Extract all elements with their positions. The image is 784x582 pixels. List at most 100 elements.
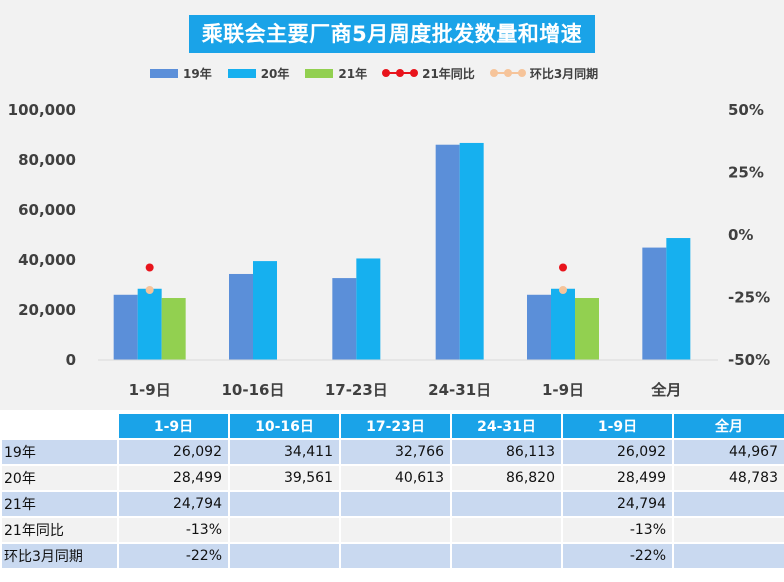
- table-cell: 24,794: [117, 490, 230, 518]
- legend-swatch-21: [305, 68, 334, 78]
- bar-21年: [161, 298, 186, 360]
- table-cell: [672, 542, 784, 570]
- table-cell: 40,613: [339, 464, 452, 492]
- table-row-label: 19年: [0, 438, 119, 466]
- bar-20年: [459, 142, 484, 360]
- bar-19年: [527, 294, 551, 360]
- bar-20年: [137, 288, 162, 360]
- bar-20年: [356, 258, 381, 360]
- table-cell: [339, 490, 452, 518]
- table-cell: 39,561: [228, 464, 341, 492]
- table-cell: 26,092: [117, 438, 230, 466]
- table-cell: 28,499: [117, 464, 230, 492]
- table-cell: [228, 490, 341, 518]
- y-tick-label: 60,000: [18, 201, 76, 219]
- table-header-row: 1-9日 10-16日 17-23日 24-31日 1-9日 全月: [0, 412, 784, 440]
- chart-legend: 19年 20年 21年 21年同比 环比3月: [150, 62, 614, 84]
- bar-20年: [253, 261, 277, 360]
- table-corner: [0, 412, 119, 440]
- bar-21年: [575, 298, 599, 360]
- bar-19年: [642, 247, 667, 360]
- point-环比3月同期: [145, 286, 154, 294]
- table-header-cell: 1-9日: [561, 412, 674, 440]
- data-table: 1-9日 10-16日 17-23日 24-31日 1-9日 全月 19年 26…: [0, 412, 784, 570]
- table-cell: 44,967: [672, 438, 784, 466]
- x-tick-label: 24-31日: [428, 381, 491, 399]
- y-tick-label: 80,000: [18, 151, 76, 169]
- y2-tick-label: -25%: [728, 289, 770, 307]
- point-21年同比: [145, 263, 154, 272]
- table-cell: 28,499: [561, 464, 674, 492]
- table-row: 19年 26,092 34,411 32,766 86,113 26,092 4…: [0, 438, 784, 466]
- table-cell: 48,783: [672, 464, 784, 492]
- bar-20年: [551, 288, 575, 360]
- y2-tick-label: -50%: [728, 351, 770, 369]
- legend-line-yoy: [382, 68, 419, 78]
- table-row: 环比3月同期 -22% -22%: [0, 542, 784, 570]
- table-cell: [672, 516, 784, 544]
- legend-line-mom: [489, 68, 526, 78]
- y2-tick-label: 0%: [728, 226, 753, 244]
- table-cell: -13%: [561, 516, 674, 544]
- chart-plot: 0 20,000 40,000 60,000 80,000 100,000 -50% -25%…: [8, 101, 770, 399]
- table-row-label: 21年同比: [0, 516, 119, 544]
- legend-item-20: 20年: [227, 65, 290, 82]
- y-tick-label: 40,000: [18, 251, 76, 269]
- table-cell: [450, 542, 563, 570]
- chart-area: 乘联会主要厂商5月周度批发数量和增速 19年 20年 21年 21年同比: [0, 0, 784, 410]
- legend-item-yoy: 21年同比: [382, 65, 475, 82]
- table-cell: -13%: [117, 516, 230, 544]
- table-cell: 86,113: [450, 438, 563, 466]
- table-row: 21年同比 -13% -13%: [0, 516, 784, 544]
- chart-title: 乘联会主要厂商5月周度批发数量和增速: [189, 15, 595, 53]
- legend-swatch-19: [150, 68, 178, 78]
- x-tick-label: 10-16日: [222, 381, 285, 399]
- x-tick-label: 1-9日: [542, 381, 584, 399]
- table-header-cell: 24-31日: [450, 412, 563, 440]
- table-cell: -22%: [561, 542, 674, 570]
- table-row: 20年 28,499 39,561 40,613 86,820 28,499 4…: [0, 464, 784, 492]
- table-cell: [339, 516, 452, 544]
- y-tick-label: 100,000: [8, 101, 76, 119]
- table-cell: [672, 490, 784, 518]
- legend-label-19: 19年: [183, 66, 212, 81]
- y-tick-label: 20,000: [18, 301, 76, 319]
- legend-label-mom: 环比3月同期: [529, 66, 599, 81]
- table-row-label: 21年: [0, 490, 119, 518]
- x-tick-label: 1-9日: [129, 381, 171, 399]
- table-cell: -22%: [117, 542, 230, 570]
- x-tick-label: 17-23日: [325, 381, 388, 399]
- legend-swatch-20: [227, 68, 256, 78]
- table-cell: [228, 516, 341, 544]
- table-header-cell: 1-9日: [117, 412, 230, 440]
- legend-item-19: 19年: [150, 65, 212, 82]
- table-header-cell: 全月: [672, 412, 784, 440]
- table-header-cell: 10-16日: [228, 412, 341, 440]
- table-cell: 32,766: [339, 438, 452, 466]
- bar-19年: [332, 278, 357, 360]
- table-row-label: 20年: [0, 464, 119, 492]
- bar-19年: [113, 294, 138, 360]
- table-cell: 24,794: [561, 490, 674, 518]
- legend-item-mom: 环比3月同期: [489, 65, 599, 82]
- legend-label-21: 21年: [338, 66, 368, 81]
- table-header-cell: 17-23日: [339, 412, 452, 440]
- y2-tick-label: 50%: [728, 101, 764, 119]
- legend-label-20: 20年: [260, 66, 290, 81]
- table-cell: [450, 516, 563, 544]
- y-tick-label: 0: [66, 351, 76, 369]
- table-cell: [450, 490, 563, 518]
- point-环比3月同期: [559, 286, 567, 294]
- x-tick-label: 全月: [650, 381, 681, 399]
- table-cell: 34,411: [228, 438, 341, 466]
- table-cell: 26,092: [561, 438, 674, 466]
- table-cell: [339, 542, 452, 570]
- bar-19年: [435, 144, 460, 360]
- point-21年同比: [559, 263, 567, 272]
- bar-20年: [666, 238, 691, 360]
- y2-tick-label: 25%: [728, 164, 764, 182]
- table-cell: 86,820: [450, 464, 563, 492]
- legend-label-yoy: 21年同比: [422, 66, 475, 81]
- bar-19年: [229, 273, 253, 360]
- legend-item-21: 21年: [305, 65, 367, 82]
